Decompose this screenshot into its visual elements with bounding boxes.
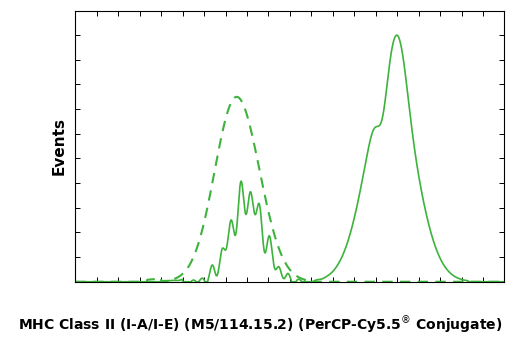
Y-axis label: Events: Events [51,117,67,175]
Text: MHC Class II (I-A/I-E) (M5/114.15.2) (PerCP-Cy5.5$^{\circledR}$ Conjugate): MHC Class II (I-A/I-E) (M5/114.15.2) (Pe… [18,315,502,336]
